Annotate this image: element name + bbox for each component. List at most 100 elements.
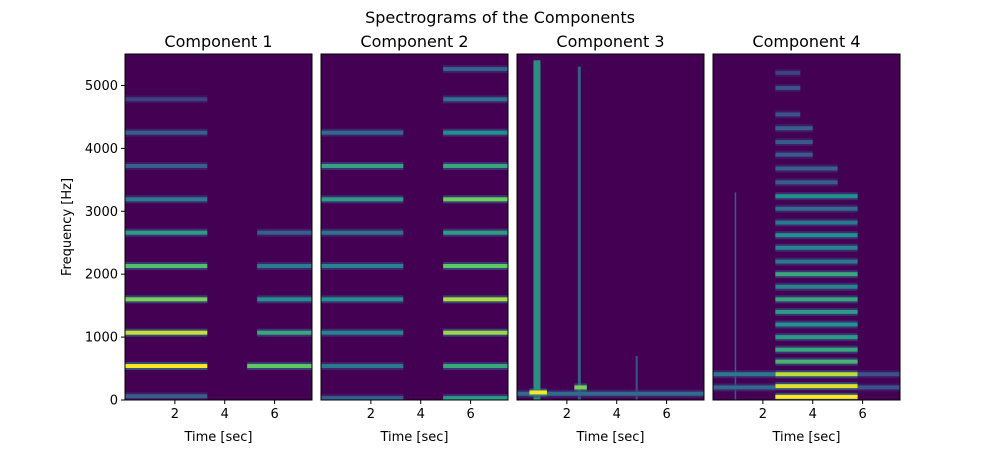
harmonic-band [713,372,776,377]
x-tick-label: 6 [270,407,278,422]
harmonic-band [443,297,508,302]
harmonic-band [775,347,858,352]
panel-marks [713,68,900,400]
x-axis-label: Time [sec] [575,430,644,445]
y-tick-label: 5000 [85,79,118,94]
harmonic-band [321,396,404,400]
x-axis-label: Time [sec] [379,430,448,445]
harmonic-band [257,264,312,269]
harmonic-band [857,385,900,390]
harmonic-band [775,206,858,211]
panel-2: Component 2 2 4 6 Time [sec] [320,32,509,445]
harmonic-band [857,372,900,377]
panel-3: Component 3 2 4 6 Time [sec] [516,32,705,445]
transient-line [635,355,638,400]
y-tick-label: 2000 [85,268,118,283]
harmonic-band [125,297,208,302]
harmonic-band [775,233,858,238]
x-tick-label: 2 [563,407,571,422]
panel-title: Component 3 [556,32,664,51]
panel-title: Component 1 [164,32,272,51]
panel-frame [320,53,509,401]
harmonic-band [257,330,312,335]
harmonic-band [775,309,858,314]
harmonic-band [257,230,312,235]
harmonic-band [775,180,838,185]
harmonic-band [775,322,858,327]
harmonic-band [775,335,858,340]
panels-group: Component 1 2 4 6 Time [sec] 0 1000 2000 3000 400… [85,32,901,445]
harmonic-band [775,259,858,264]
harmonic-band [775,245,858,250]
panel-frame [712,53,901,401]
harmonic-band [443,330,508,335]
harmonic-band [775,152,813,157]
harmonic-band [321,364,404,369]
x-tick-label: 4 [613,407,621,422]
harmonic-band [443,364,508,369]
x-tick-label: 4 [809,407,817,422]
transient-line [577,66,581,400]
harmonic-band [321,130,404,135]
harmonic-band [775,85,801,90]
harmonic-band [775,126,813,131]
harmonic-band [775,372,858,377]
harmonic-band [125,364,208,369]
panel-background [321,54,508,400]
harmonic-band [247,364,312,369]
figure-title: Spectrograms of the Components [365,8,635,27]
panel-4: Component 4 2 4 6 Time [sec] [712,32,901,445]
panel-title: Component 2 [360,32,468,51]
harmonic-band [775,272,858,277]
harmonic-band [125,330,208,335]
x-tick-label: 2 [367,407,375,422]
harmonic-band [775,166,838,171]
panel-background [125,54,312,400]
x-tick-label: 6 [858,407,866,422]
harmonic-band [443,163,508,168]
harmonic-band [775,194,858,199]
harmonic-band [321,330,404,335]
harmonic-band [775,384,858,389]
harmonic-band [321,297,404,302]
harmonic-band [517,391,704,396]
harmonic-band [443,396,508,400]
harmonic-band [775,220,858,225]
panel-background [713,54,900,400]
harmonic-band [443,230,508,235]
x-axis-label: Time [sec] [183,430,252,445]
panel-frame [124,53,313,401]
harmonic-band [529,390,547,395]
harmonic-band [775,297,858,302]
harmonic-band [125,230,208,235]
harmonic-band [443,197,508,202]
harmonic-band [775,112,801,117]
x-axis-label: Time [sec] [771,430,840,445]
panel-1: Component 1 2 4 6 Time [sec] 0 1000 2000 3000 400… [85,32,313,445]
x-tick-label: 4 [417,407,425,422]
harmonic-band [775,140,813,145]
harmonic-band [125,97,208,102]
harmonic-band [321,264,404,269]
harmonic-band [125,163,208,168]
x-tick-label: 6 [662,407,670,422]
harmonic-band [713,385,776,390]
harmonic-band [775,394,858,399]
harmonic-band [125,197,208,202]
harmonic-band [321,230,404,235]
y-axis-label: Frequency [Hz] [60,178,75,276]
harmonic-band [257,297,312,302]
harmonic-band [125,130,208,135]
harmonic-band [443,97,508,102]
x-tick-label: 2 [759,407,767,422]
panel-background [517,54,704,400]
harmonic-band [775,359,858,364]
panel-marks [321,65,508,400]
harmonic-band [443,130,508,135]
harmonic-band [775,70,801,75]
x-tick-label: 6 [466,407,474,422]
x-tick-label: 2 [171,407,179,422]
harmonic-band [125,394,208,399]
panel-title: Component 4 [752,32,860,51]
